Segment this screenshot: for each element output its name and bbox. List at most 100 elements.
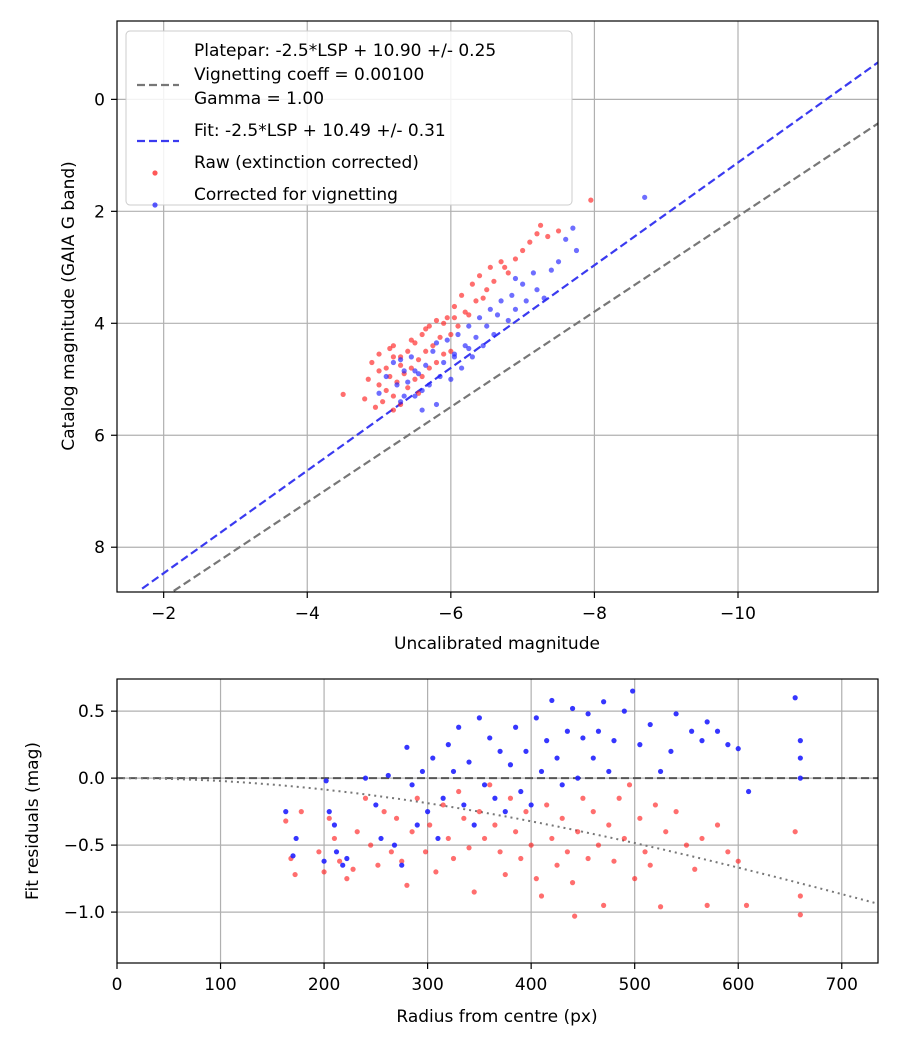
corrected-point (505, 317, 511, 324)
corrected-residual-point (344, 855, 350, 862)
raw-point (466, 312, 472, 318)
raw-residual-point (549, 835, 555, 842)
raw-residual-point (487, 782, 493, 788)
raw-residual-point (611, 858, 617, 864)
corrected-point (469, 354, 475, 360)
raw-point (423, 326, 429, 332)
corrected-residual-point (450, 768, 457, 775)
corrected-residual-point (528, 802, 534, 808)
corrected-residual-point (502, 809, 508, 815)
corrected-point (412, 393, 418, 399)
raw-point (390, 393, 397, 399)
corrected-point (487, 306, 493, 312)
top-x-tick-label: −6 (438, 604, 463, 624)
corrected-point (512, 275, 519, 282)
raw-residual-point (427, 822, 433, 828)
top-ticks: −2 −4 −6 −8 −10 0 2 4 6 8 (94, 90, 756, 624)
platepar-reference-line (170, 122, 878, 592)
raw-point (362, 396, 368, 402)
raw-residual-point (404, 882, 410, 888)
raw-point (383, 365, 389, 371)
bottom-y-tick-label: −1.0 (64, 903, 105, 923)
corrected-point (462, 343, 468, 349)
corrected-residual-point (399, 862, 405, 868)
raw-residual-point (409, 829, 415, 835)
corrected-residual-point (507, 762, 514, 768)
raw-point (380, 399, 386, 405)
corrected-point (573, 247, 580, 254)
corrected-residual-point (471, 822, 477, 828)
top-y-tick-label: 4 (94, 314, 105, 334)
top-y-tick-label: 0 (94, 90, 105, 110)
raw-residual-point (559, 815, 565, 821)
bottom-x-tick-label: 200 (308, 975, 340, 995)
bottom-y-axis-label: Fit residuals (mag) (23, 742, 43, 900)
raw-point (480, 295, 486, 301)
corrected-point (548, 267, 554, 273)
bottom-y-tick-label: −0.5 (64, 836, 105, 856)
raw-point (448, 348, 454, 354)
raw-residual-point (673, 809, 679, 815)
corrected-residual-point (792, 695, 798, 701)
raw-residual-point (663, 829, 669, 835)
raw-residual-point (292, 871, 298, 878)
raw-point (505, 270, 511, 276)
legend-marker-swatch (152, 170, 158, 176)
raw-residual-point (735, 858, 741, 864)
corrected-point (642, 194, 648, 200)
bottom-x-axis-label: Radius from centre (px) (396, 1007, 597, 1027)
bottom-y-tick-label: 0.0 (78, 769, 105, 789)
raw-residual-point (461, 815, 467, 821)
raw-point (433, 317, 440, 324)
corrected-point (423, 362, 429, 368)
bottom-chart: 0 100 200 300 400 500 600 700 0.5 0.0 −0.5 −1.0 Rad… (23, 678, 879, 1027)
corrected-point (397, 357, 404, 363)
raw-point (448, 331, 454, 338)
corrected-point (441, 359, 447, 366)
raw-residual-point (632, 876, 638, 882)
raw-point (390, 354, 397, 360)
raw-point (451, 303, 458, 310)
corrected-residual-point (321, 858, 327, 864)
corrected-residual-point (714, 728, 721, 734)
bottom-x-tick-label: 500 (618, 975, 650, 995)
raw-point (433, 359, 440, 366)
raw-residual-point (354, 829, 360, 835)
corrected-residual-point (544, 738, 550, 744)
corrected-residual-point (630, 688, 636, 694)
raw-residual-point (797, 912, 803, 918)
corrected-residual-point (414, 822, 420, 828)
raw-point (455, 323, 461, 329)
raw-residual-point (642, 849, 648, 855)
corrected-residual-point (333, 849, 340, 855)
legend-entry-text: Fit: -2.5*LSP + 10.49 +/- 0.31 (194, 121, 446, 141)
corrected-residual-point (606, 768, 612, 775)
raw-point (520, 247, 526, 254)
raw-point (473, 298, 479, 304)
corrected-residual-point (362, 775, 369, 781)
corrected-point (430, 348, 436, 354)
corrected-residual-point (331, 822, 338, 828)
corrected-residual-point (497, 748, 503, 754)
top-y-axis-label: Catalog magnitude (GAIA G band) (59, 161, 79, 451)
corrected-point (466, 345, 472, 352)
corrected-residual-point (404, 744, 410, 750)
raw-point (462, 309, 468, 315)
raw-residual-point (606, 822, 612, 828)
raw-point (376, 351, 382, 357)
corrected-residual-point (797, 775, 803, 781)
corrected-point (419, 407, 425, 413)
corrected-residual-point (445, 742, 451, 748)
legend-box (125, 30, 573, 206)
raw-point (419, 373, 425, 380)
raw-point (390, 343, 397, 349)
raw-point (476, 273, 483, 279)
raw-point (376, 382, 382, 388)
corrected-point (408, 354, 414, 360)
corrected-point (473, 334, 479, 340)
raw-point (459, 292, 465, 298)
corrected-residual-point (385, 772, 391, 779)
corrected-residual-point (611, 738, 617, 744)
corrected-residual-point (673, 711, 679, 717)
corrected-point (512, 306, 519, 312)
